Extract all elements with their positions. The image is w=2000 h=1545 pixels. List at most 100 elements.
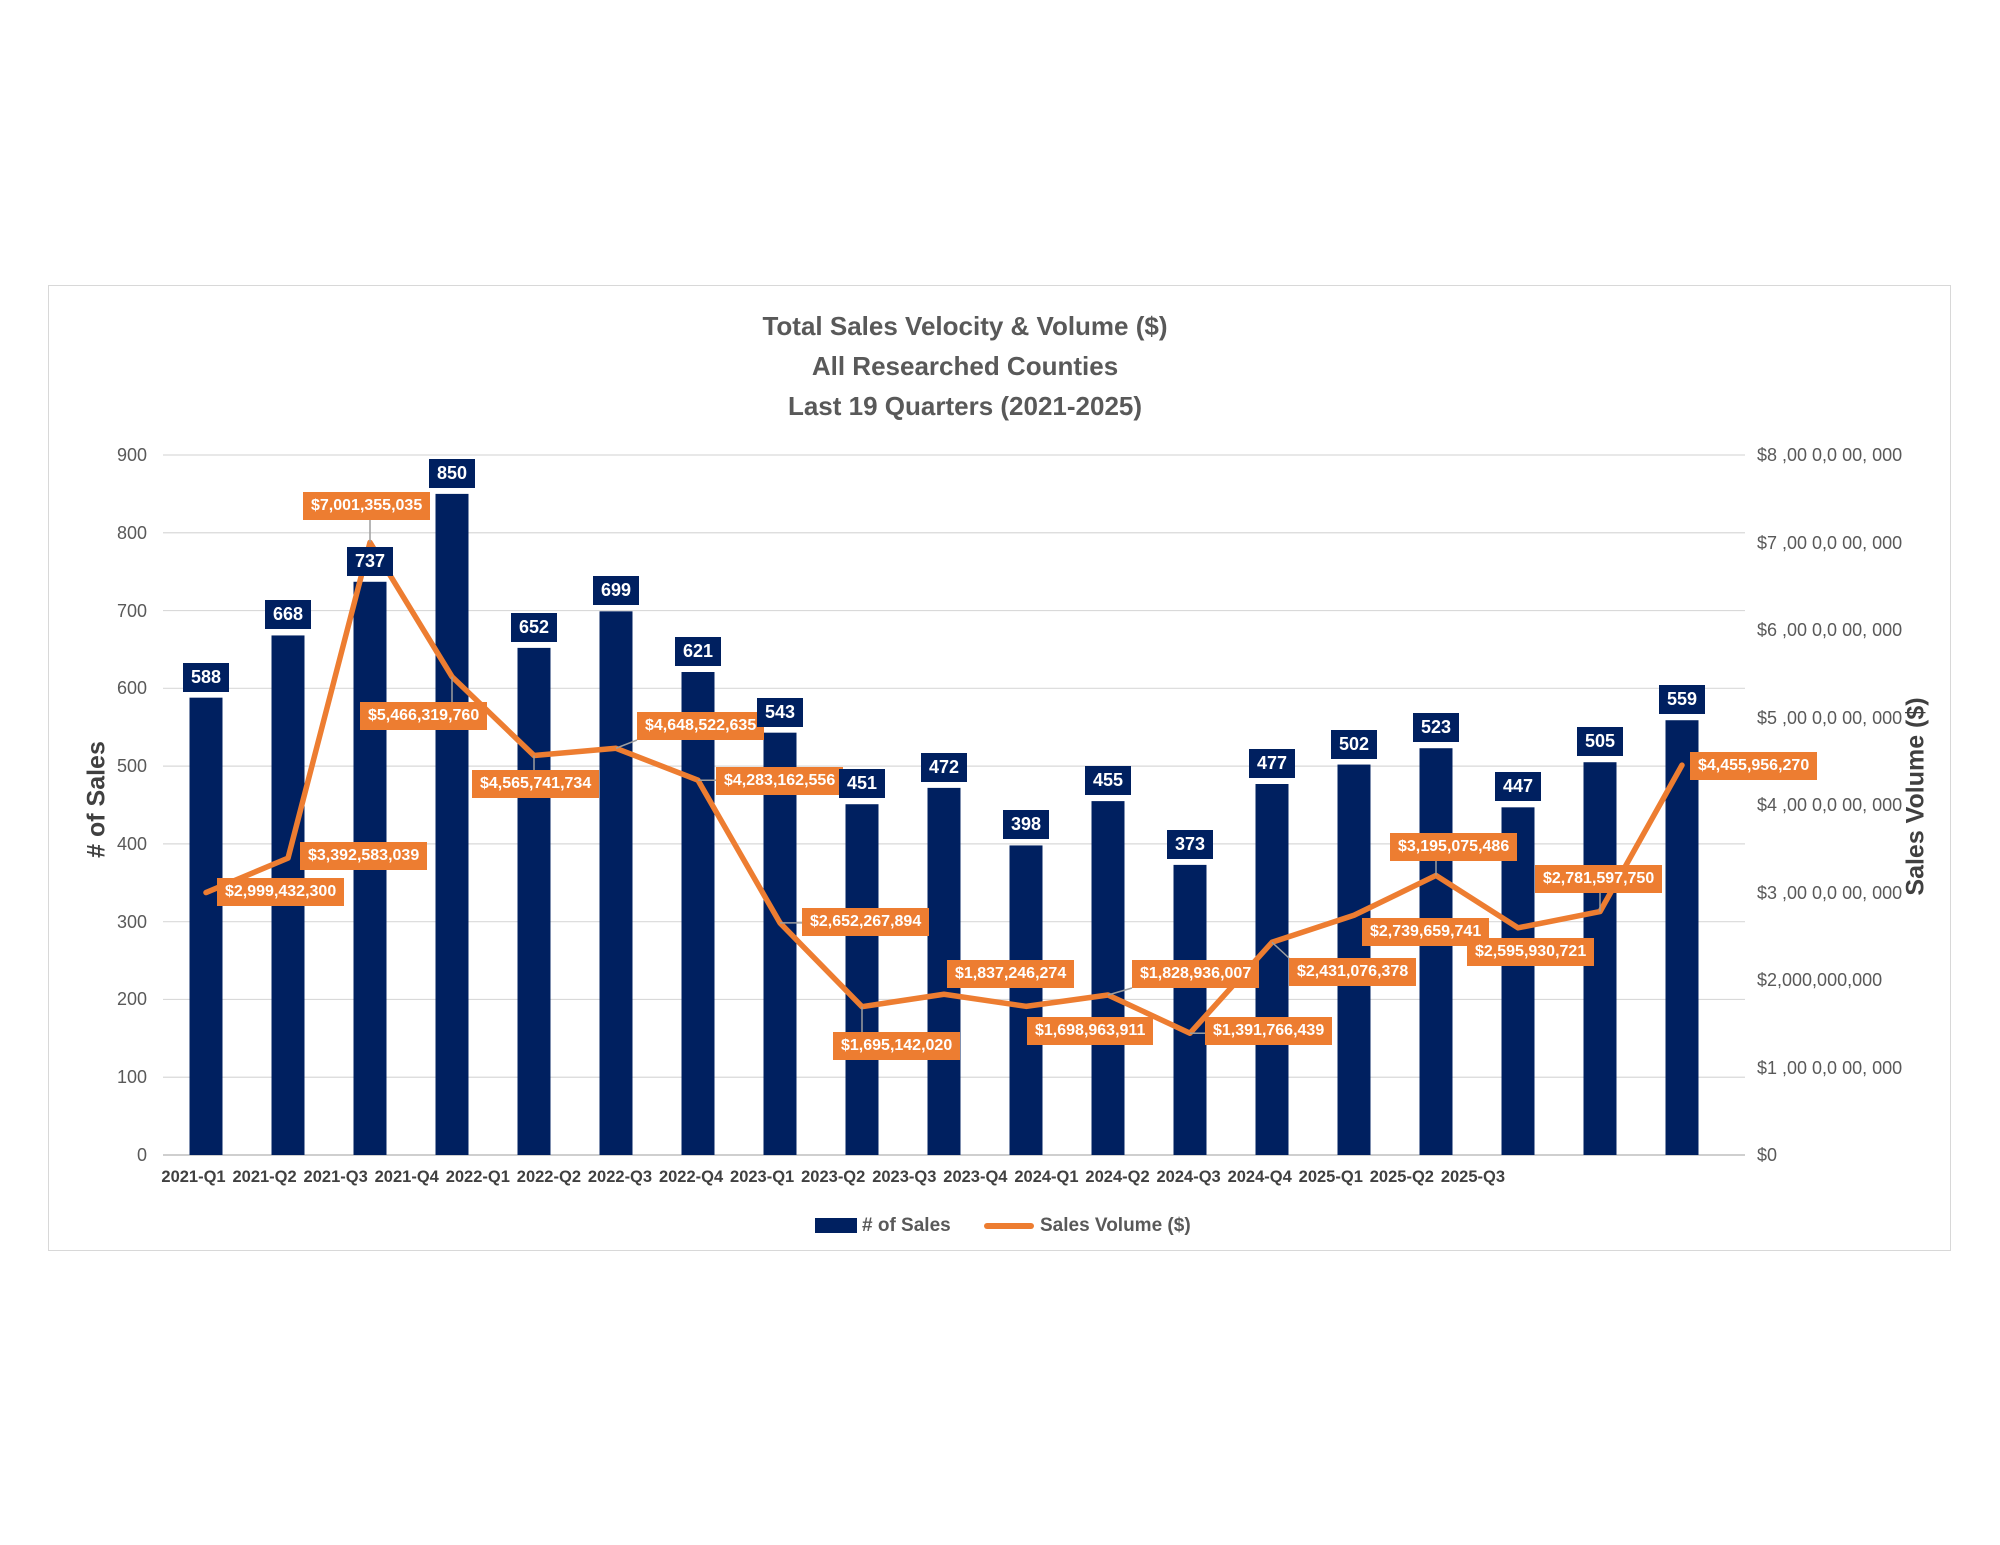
volume-data-label: $3,392,583,039 xyxy=(300,842,428,870)
bar xyxy=(681,672,715,1155)
bar-value-label: 477 xyxy=(1249,749,1295,778)
bar-value-label: 668 xyxy=(265,600,311,630)
x-axis-category-label: 2023-Q3 xyxy=(872,1168,937,1186)
bar-value-label: 523 xyxy=(1413,713,1459,743)
volume-data-label: $2,781,597,750 xyxy=(1535,865,1663,893)
bar xyxy=(845,804,879,1155)
bar xyxy=(517,647,551,1155)
x-axis-category-label: 2022-Q4 xyxy=(658,1168,724,1186)
volume-data-label: $4,283,162,556 xyxy=(716,767,844,795)
right-axis-tick-label: $6 ,00 0,0 00, 000 xyxy=(1757,620,1903,640)
bar xyxy=(763,732,797,1155)
right-axis-tick-label: $0 xyxy=(1757,1145,1778,1165)
bar-value-label: 737 xyxy=(347,546,393,576)
leader-line xyxy=(615,739,638,749)
x-axis-category-label: 2024-Q1 xyxy=(1014,1168,1079,1186)
right-axis-tick-label: $3 ,00 0,0 00, 000 xyxy=(1757,882,1903,903)
x-axis-category-label: 2021-Q1 xyxy=(161,1168,226,1186)
bar-value-label: 621 xyxy=(675,637,721,666)
right-axis-tick-label: $2,000,000,000 xyxy=(1757,970,1883,990)
x-axis-category-label: 2024-Q3 xyxy=(1156,1168,1221,1186)
bar xyxy=(1173,864,1207,1155)
bar xyxy=(1419,748,1453,1155)
x-axis-category-label: 2022-Q3 xyxy=(587,1168,653,1186)
left-axis-tick-label: 300 xyxy=(116,911,147,932)
chart-title: Total Sales Velocity & Volume ($) All Re… xyxy=(365,306,1565,426)
legend-line-swatch-icon xyxy=(984,1223,1034,1229)
right-axis-tick-label: $8 ,00 0,0 00, 000 xyxy=(1757,445,1903,465)
x-axis-category-label: 2025-Q1 xyxy=(1298,1168,1363,1186)
left-axis-tick-label: 800 xyxy=(116,522,147,543)
legend: # of Sales Sales Volume ($) xyxy=(0,1211,2000,1241)
bar-value-label: 373 xyxy=(1167,829,1213,859)
x-axis-category-label: 2023-Q2 xyxy=(801,1168,866,1186)
bar-value-label: 398 xyxy=(1003,810,1049,840)
volume-data-label: $1,698,963,911 xyxy=(1027,1017,1154,1045)
bar xyxy=(1091,801,1125,1155)
volume-data-label: $1,391,766,439 xyxy=(1205,1017,1333,1045)
left-axis-tick-label: 700 xyxy=(116,600,147,621)
right-axis-tick-label: $7 ,00 0,0 00, 000 xyxy=(1757,532,1903,553)
chart-title-line-3: Last 19 Quarters (2021-2025) xyxy=(787,391,1143,421)
volume-data-label: $1,695,142,020 xyxy=(833,1032,961,1060)
right-axis-tick-label: $5 ,00 0,0 00, 000 xyxy=(1757,707,1903,728)
bar-value-label: 455 xyxy=(1085,766,1131,796)
bar-value-label: 588 xyxy=(183,662,229,692)
left-axis-tick-label: 600 xyxy=(116,678,147,699)
volume-data-label: $4,565,741,734 xyxy=(472,770,600,798)
bar-value-label: 502 xyxy=(1331,729,1377,759)
volume-data-label: $2,595,930,721 xyxy=(1467,938,1595,966)
x-axis-category-label: 2021-Q2 xyxy=(232,1168,297,1186)
left-axis-tick-label: 100 xyxy=(116,1067,147,1088)
volume-data-label: $4,455,956,270 xyxy=(1690,752,1818,780)
bar xyxy=(599,611,633,1155)
legend-line-label: Sales Volume ($) xyxy=(1040,1215,1191,1236)
chart-title-line-1: Total Sales Velocity & Volume ($) xyxy=(762,311,1168,341)
bar xyxy=(1501,807,1535,1155)
leader-line xyxy=(1271,941,1290,959)
bar-value-label: 472 xyxy=(921,752,967,782)
x-axis-category-label: 2023-Q1 xyxy=(730,1168,795,1186)
volume-data-label: $1,828,936,007 xyxy=(1132,960,1260,988)
volume-data-label: $4,648,522,635 xyxy=(637,712,765,740)
volume-data-label: $7,001,355,035 xyxy=(303,492,431,520)
bar-value-label: 652 xyxy=(511,612,557,642)
x-axis-category-label: 2021-Q4 xyxy=(374,1168,439,1186)
bar-value-label: 447 xyxy=(1495,772,1541,802)
right-axis-tick-label: $1 ,00 0,0 00, 000 xyxy=(1757,1057,1903,1078)
volume-data-label: $3,195,075,486 xyxy=(1390,833,1518,861)
legend-bar-swatch-icon xyxy=(815,1218,857,1233)
right-axis-tick-label: $4 ,00 0,0 00, 000 xyxy=(1757,795,1903,815)
bar-value-label: 559 xyxy=(1659,685,1705,715)
x-axis-category-label: 2024-Q4 xyxy=(1227,1168,1292,1186)
bar-value-label: 543 xyxy=(757,697,803,727)
x-axis-category-label: 2022-Q2 xyxy=(516,1168,581,1186)
x-axis-category-label: 2021-Q3 xyxy=(303,1168,368,1186)
left-axis-tick-label: 0 xyxy=(136,1145,147,1165)
volume-data-label: $1,837,246,274 xyxy=(947,960,1075,988)
x-axis-category-label: 2025-Q3 xyxy=(1440,1168,1506,1186)
legend-bar-label: # of Sales xyxy=(862,1215,951,1236)
bar-value-label: 699 xyxy=(593,576,639,606)
left-axis-tick-label: 400 xyxy=(116,833,147,854)
chart-title-line-2: All Researched Counties xyxy=(811,351,1119,381)
left-axis-tick-label: 500 xyxy=(116,756,147,777)
x-axis-category-label: 2024-Q2 xyxy=(1085,1168,1150,1186)
x-axis-category-label: 2023-Q4 xyxy=(943,1168,1008,1186)
bar-value-label: 850 xyxy=(429,458,475,488)
x-axis-category-label: 2025-Q2 xyxy=(1369,1168,1434,1186)
volume-data-label: $2,431,076,378 xyxy=(1289,958,1417,986)
volume-data-label: $2,739,659,741 xyxy=(1362,918,1490,946)
bar xyxy=(1665,720,1699,1155)
bar xyxy=(1255,784,1289,1155)
bar-value-label: 451 xyxy=(839,769,885,799)
left-axis-tick-label: 200 xyxy=(116,989,147,1010)
x-axis-category-label: 2022-Q1 xyxy=(445,1168,510,1186)
volume-data-label: $2,652,267,894 xyxy=(802,908,930,936)
bar xyxy=(1009,845,1043,1155)
leader-line xyxy=(1107,987,1133,996)
left-axis-tick-label: 900 xyxy=(116,445,147,465)
bar xyxy=(189,697,223,1155)
volume-data-label: $2,999,432,300 xyxy=(217,878,345,906)
